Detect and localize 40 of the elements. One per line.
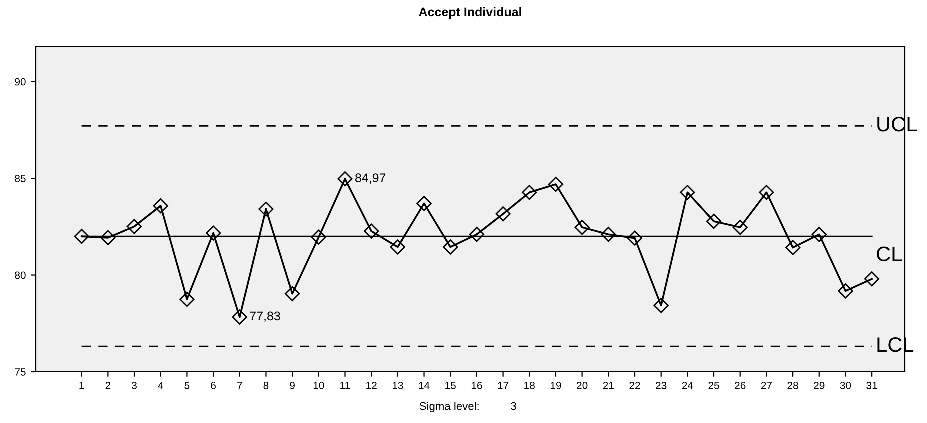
annotation: 84,97 <box>356 174 386 184</box>
x-tick-label: 29 <box>814 382 825 390</box>
x-tick-label: 31 <box>866 382 878 390</box>
x-tick-label: 4 <box>158 382 164 390</box>
x-tick-label: 9 <box>290 382 295 390</box>
x-tick-label: 30 <box>840 382 852 390</box>
y-tick-label: 85 <box>15 175 26 182</box>
x-tick-label: 1 <box>80 382 84 390</box>
x-tick-label: 17 <box>498 382 509 390</box>
x-tick-label: 6 <box>211 382 216 390</box>
y-tick-label: 80 <box>15 272 26 280</box>
x-tick-label: 2 <box>106 382 111 390</box>
x-tick-label: 7 <box>238 382 242 390</box>
x-tick-label: 26 <box>735 382 746 390</box>
x-tick-label: 27 <box>761 382 772 390</box>
chart-title: Accept Individual <box>419 7 522 20</box>
x-tick-label: 8 <box>264 382 269 390</box>
x-tick-label: 25 <box>708 382 720 390</box>
ref-line-label: CL <box>877 246 902 262</box>
x-tick-label: 23 <box>656 382 667 390</box>
x-tick-label: 18 <box>524 382 535 390</box>
x-tick-label: 28 <box>788 382 798 390</box>
x-tick-label: 22 <box>630 382 640 390</box>
x-tick-label: 12 <box>366 382 377 390</box>
x-tick-label: 13 <box>392 382 404 390</box>
y-tick-label: 75 <box>15 368 26 376</box>
x-tick-label: 24 <box>682 382 694 390</box>
x-tick-label: 20 <box>577 382 588 390</box>
text: Sigma level: 3 <box>420 402 516 412</box>
x-tick-label: 10 <box>314 382 324 390</box>
x-tick-label: 19 <box>550 382 562 390</box>
x-tick-label: 15 <box>446 382 456 390</box>
y-tick-label: 90 <box>15 78 26 86</box>
x-tick-label: 21 <box>603 382 614 390</box>
x-tick-label: 11 <box>340 382 350 390</box>
x-tick-label: 3 <box>132 382 137 390</box>
x-tick-label: 14 <box>419 382 430 390</box>
annotation: 77,83 <box>250 312 280 322</box>
x-tick-label: 16 <box>472 382 482 390</box>
x-tick-label: 5 <box>184 382 190 390</box>
